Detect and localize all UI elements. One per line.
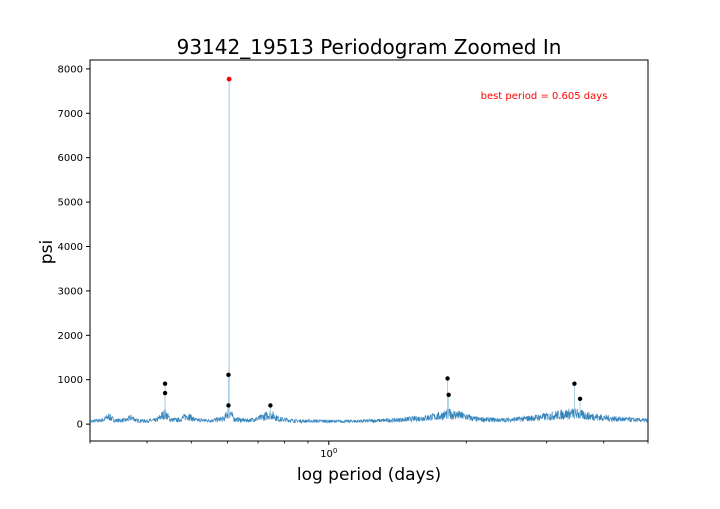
peak-point <box>226 372 231 378</box>
peak-point <box>226 403 231 408</box>
peak-point <box>572 381 577 386</box>
points-layer <box>162 76 583 408</box>
y-tick-label: 0 <box>77 420 83 431</box>
best-period-annotation: best period = 0.605 days <box>481 91 608 102</box>
peak-point <box>577 396 583 402</box>
plot-frame <box>89 59 649 442</box>
y-tick-label: 3000 <box>58 286 83 297</box>
y-axis: 0 1000 2000 3000 4000 5000 6000 7000 8000 <box>58 64 90 431</box>
peak-point <box>446 392 451 398</box>
peak-point <box>268 403 273 408</box>
chart-title: 93142_19513 Periodogram Zoomed In <box>177 35 562 59</box>
peak-point <box>162 381 168 386</box>
plot-area <box>89 59 649 442</box>
y-tick-label: 7000 <box>58 109 83 120</box>
y-axis-label: psi <box>37 240 57 264</box>
y-tick-label: 6000 <box>58 153 83 164</box>
x-tick-label: 100 <box>320 447 337 460</box>
y-tick-label: 8000 <box>58 64 83 75</box>
peak-point <box>445 376 450 381</box>
series-layer <box>89 79 649 424</box>
x-axis: 100 <box>89 441 649 460</box>
y-tick-label: 5000 <box>58 198 83 209</box>
y-tick-label: 2000 <box>58 331 83 342</box>
y-tick-label: 4000 <box>58 242 83 253</box>
peak-point <box>162 390 168 396</box>
x-axis-label: log period (days) <box>297 465 441 485</box>
periodogram-line <box>89 407 649 424</box>
y-tick-label: 1000 <box>58 375 83 386</box>
best-period-point <box>226 76 232 82</box>
